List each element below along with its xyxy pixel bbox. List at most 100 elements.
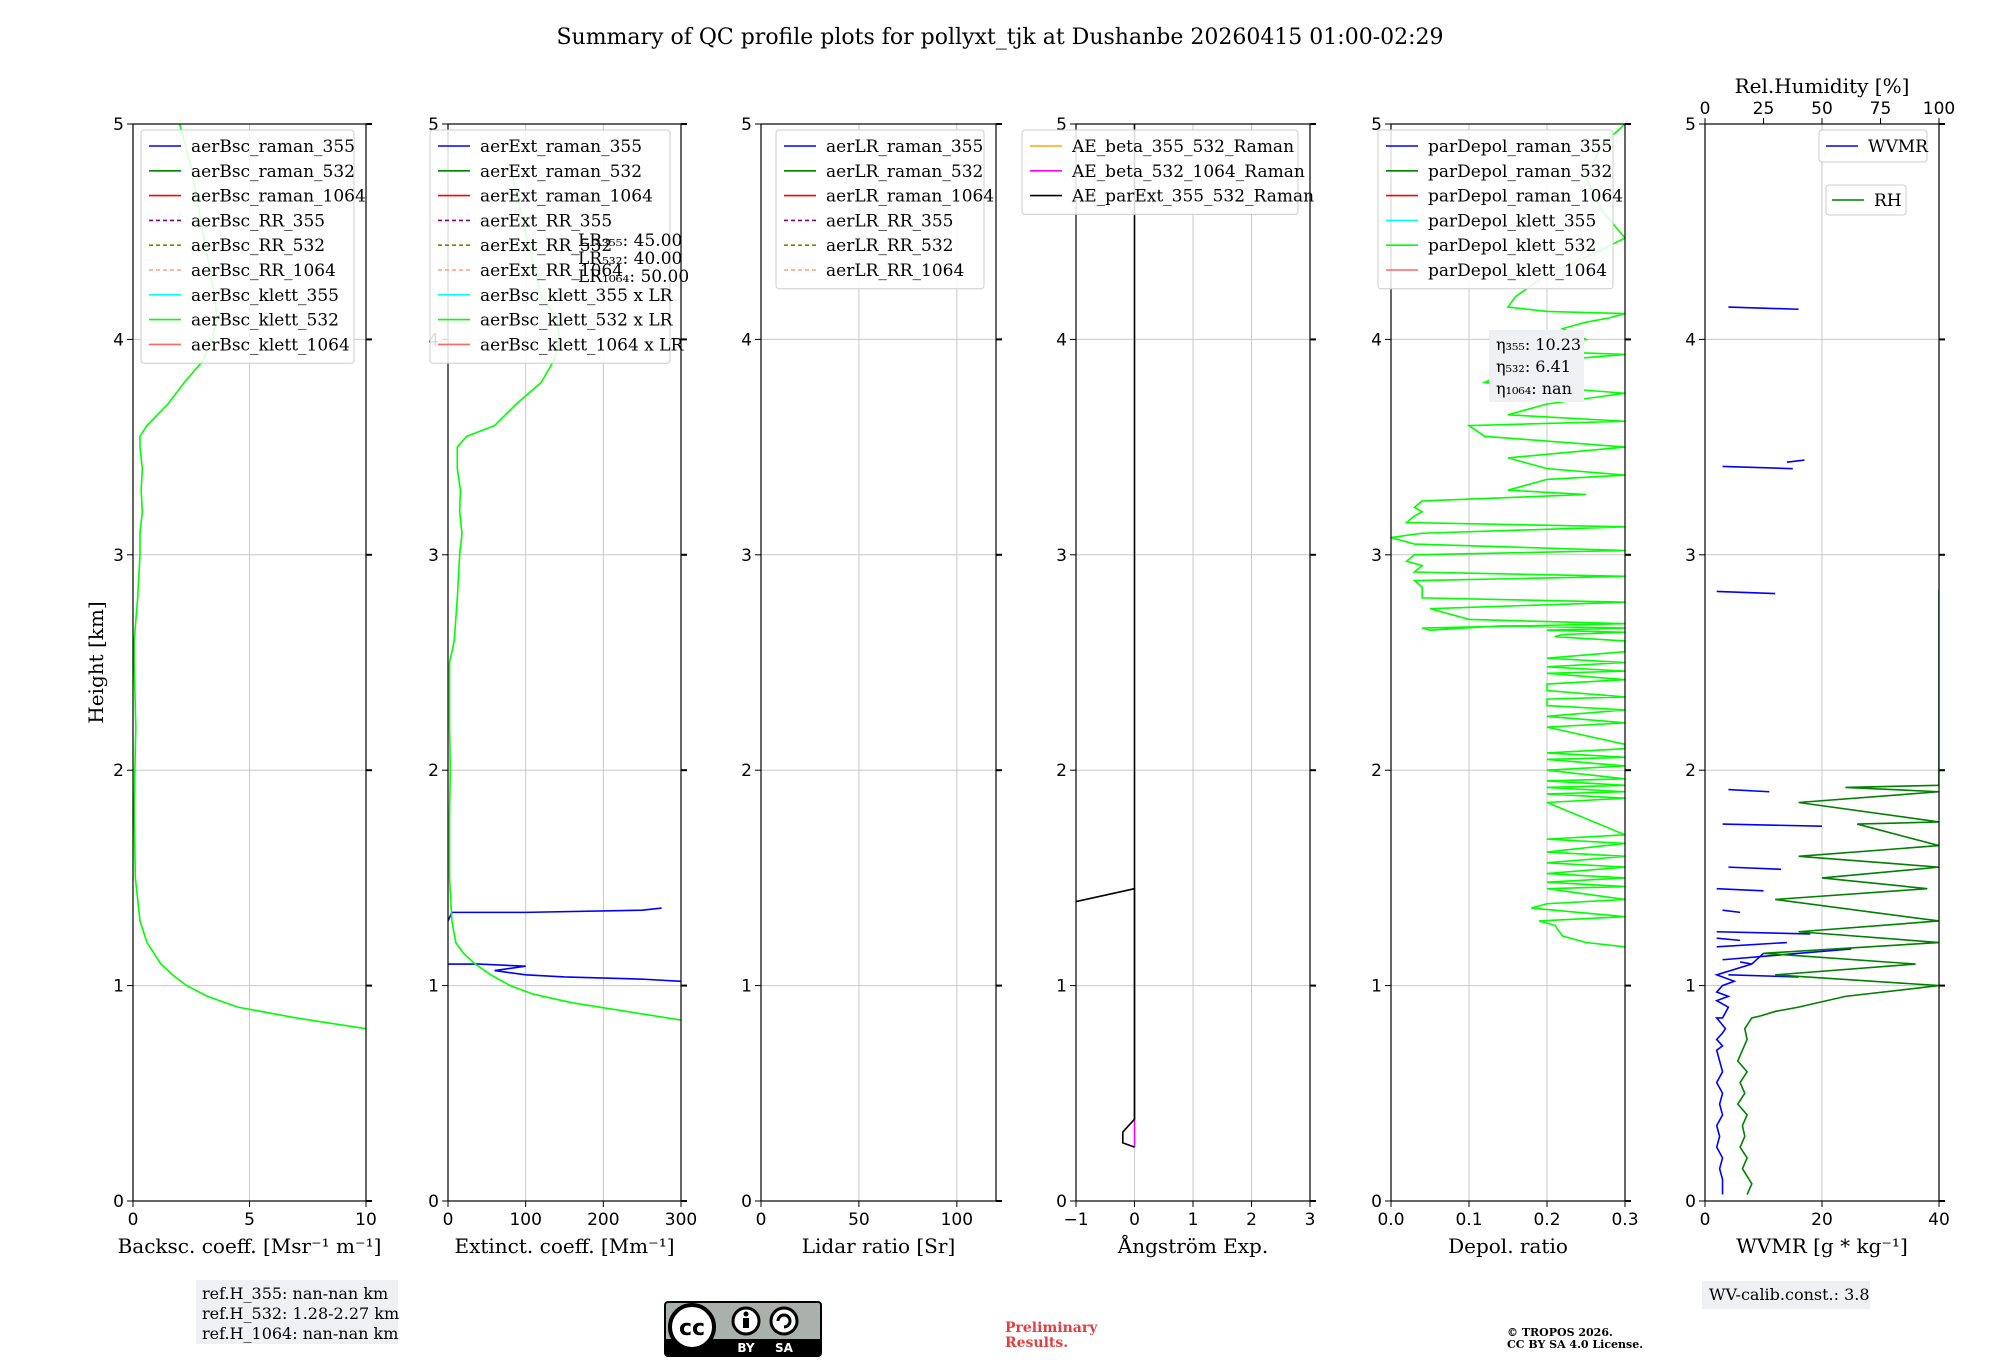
x-tick-label: 0: [756, 1210, 767, 1230]
y-tick-label: 0: [1056, 1192, 1067, 1212]
wvmr-segment: [1716, 941, 1787, 948]
series-line: [1076, 124, 1136, 1148]
wvmr-segment: [1722, 465, 1793, 470]
legend-box: [1021, 129, 1299, 215]
x-tick-label: 100: [509, 1210, 541, 1230]
x-tick-label: 2: [1246, 1210, 1257, 1230]
y-tick-label: 4: [1685, 330, 1696, 350]
rh-line: [1736, 589, 1939, 1195]
series-aerBsc-klett-532-x-LR: [448, 166, 681, 1021]
x-tick-label: 0.3: [1611, 1210, 1638, 1230]
y-tick-label: 1: [1056, 977, 1067, 997]
legend-entry: aerExt_RR_1064: [480, 261, 623, 281]
wvmr-segment: [1728, 866, 1782, 871]
legend-entry: aerLR_raman_1064: [826, 187, 994, 207]
ref-h-1064: ref.H_1064: nan-nan km: [202, 1324, 398, 1343]
x-tick-label: 0.0: [1377, 1210, 1404, 1230]
panel-depol: 0.0 0.1 0.2 0.3 0 1 2 3 4 5 Depol. ratio parDepol_r…: [1371, 115, 1638, 1258]
top-x-tick-label: 0: [1700, 99, 1711, 119]
x-tick-label: 0: [1129, 1210, 1140, 1230]
legend-entry: RH: [1874, 191, 1902, 211]
y-tick-label: 4: [1056, 330, 1067, 350]
legend-entry: aerLR_RR_355: [826, 211, 953, 231]
eta-label: η₅₃₂: 6.41: [1496, 357, 1571, 376]
wvmr-segment: [1728, 974, 1799, 978]
x-tick-label: 5: [244, 1210, 255, 1230]
series-aerExt-raman-355-upper: [448, 907, 662, 922]
wvmr-segment: [1716, 930, 1811, 935]
legend-entry: aerLR_RR_532: [826, 236, 953, 256]
legend-entry: aerBsc_klett_532 x LR: [480, 311, 674, 331]
panel-ext: 0100200300012345Extinct. coeff. [Mm⁻¹]ae…: [428, 115, 697, 1258]
y-axis-label: Height [km]: [84, 601, 108, 723]
legend-entry: AE_beta_532_1064_Raman: [1071, 162, 1305, 182]
y-tick-label: 2: [1371, 761, 1382, 781]
x-tick-label: −1: [1063, 1210, 1088, 1230]
x-tick-label: 200: [587, 1210, 619, 1230]
y-tick-label: 0: [428, 1192, 439, 1212]
eta-label: η₁₀₆₄: nan: [1496, 379, 1572, 398]
wvmr-segment: [1728, 306, 1799, 311]
figure-title: Summary of QC profile plots for pollyxt_…: [556, 25, 1443, 50]
legend-depol: parDepol_raman_355 parDepol_raman_532 parD…: [1377, 129, 1623, 290]
legend-entry: AE_parExt_355_532_Raman: [1071, 187, 1314, 207]
legend-entry: parDepol_raman_1064: [1428, 187, 1623, 207]
x-tick-label: 0: [128, 1210, 139, 1230]
x-tick-label: 0: [1700, 1210, 1711, 1230]
legend-entry: aerBsc_RR_532: [191, 236, 325, 256]
y-tick-label: 5: [741, 115, 752, 135]
y-tick-label: 3: [741, 546, 752, 566]
y-tick-label: 2: [113, 761, 124, 781]
x-tick-label: 50: [848, 1210, 870, 1230]
legend-box: [775, 129, 985, 290]
ref-h-532: ref.H_532: 1.28-2.27 km: [202, 1304, 399, 1323]
y-tick-label: 3: [1371, 546, 1382, 566]
eta-box-bg: [1489, 330, 1584, 402]
wvmr-segment: [1716, 937, 1741, 942]
y-tick-label: 0: [741, 1192, 752, 1212]
legend-entry: aerBsc_RR_355: [191, 211, 325, 231]
x-axis-label-lr: Lidar ratio [Sr]: [802, 1234, 956, 1258]
legend-ext: aerExt_raman_355 aerExt_raman_532 aerExt_r…: [429, 129, 684, 364]
legend-entry: aerBsc_klett_355 x LR: [480, 286, 674, 306]
cc-license-badge: cc BY SA: [664, 1301, 822, 1357]
y-tick-label: 0: [1685, 1192, 1696, 1212]
y-tick-label: 2: [1056, 761, 1067, 781]
x-axis-label-depol: Depol. ratio: [1448, 1234, 1568, 1258]
y-tick-label: 5: [113, 115, 124, 135]
y-tick-label: 1: [113, 977, 124, 997]
x-tick-label: 100: [941, 1210, 973, 1230]
legend-entry: AE_beta_355_532_Raman: [1071, 137, 1294, 157]
legend-box: [1818, 129, 1928, 163]
series-AE-parExt-355-532-Raman: [1076, 124, 1136, 1148]
lidar-ratio-label: LR₁₀₆₄: 50.00: [578, 267, 689, 287]
legend-entry: aerBsc_raman_355: [191, 137, 355, 157]
legend-entry: aerBsc_raman_1064: [191, 187, 366, 207]
x-tick-label: 300: [665, 1210, 697, 1230]
series-line: [448, 907, 662, 922]
wvmr-segment: [1786, 459, 1805, 463]
wvmr-segment: [1716, 887, 1764, 892]
y-tick-label: 3: [428, 546, 439, 566]
axes-frame-lr: [760, 123, 997, 1202]
x-tick-label: 40: [1928, 1210, 1950, 1230]
legend-entry: aerExt_raman_355: [480, 137, 642, 157]
copyright-line1: © TROPOS 2026.: [1507, 1326, 1613, 1339]
y-tick-label: 3: [1685, 546, 1696, 566]
x-tick-label: 0: [443, 1210, 454, 1230]
panel-wv: 0 20 40 0 1 2 3 4 5 WVMR [g * kg⁻¹] 0 25 50 75 100 Rel.…: [1685, 74, 1955, 1258]
top-x-tick-label: 75: [1870, 99, 1892, 119]
by-label: BY: [737, 1341, 754, 1355]
series-RH: [1736, 589, 1939, 1195]
wvmr-segment: [1716, 590, 1776, 595]
axes-frame-ext: [447, 123, 682, 1202]
y-tick-label: 5: [1685, 115, 1696, 135]
legend-rh: RH: [1825, 184, 1907, 216]
legend-box: [1825, 184, 1907, 216]
y-tick-label: 4: [113, 330, 124, 350]
top-x-tick-label: 25: [1753, 99, 1775, 119]
y-tick-label: 2: [741, 761, 752, 781]
legend-entry: aerExt_raman_1064: [480, 187, 653, 207]
wvmr-segment: [1722, 823, 1823, 828]
